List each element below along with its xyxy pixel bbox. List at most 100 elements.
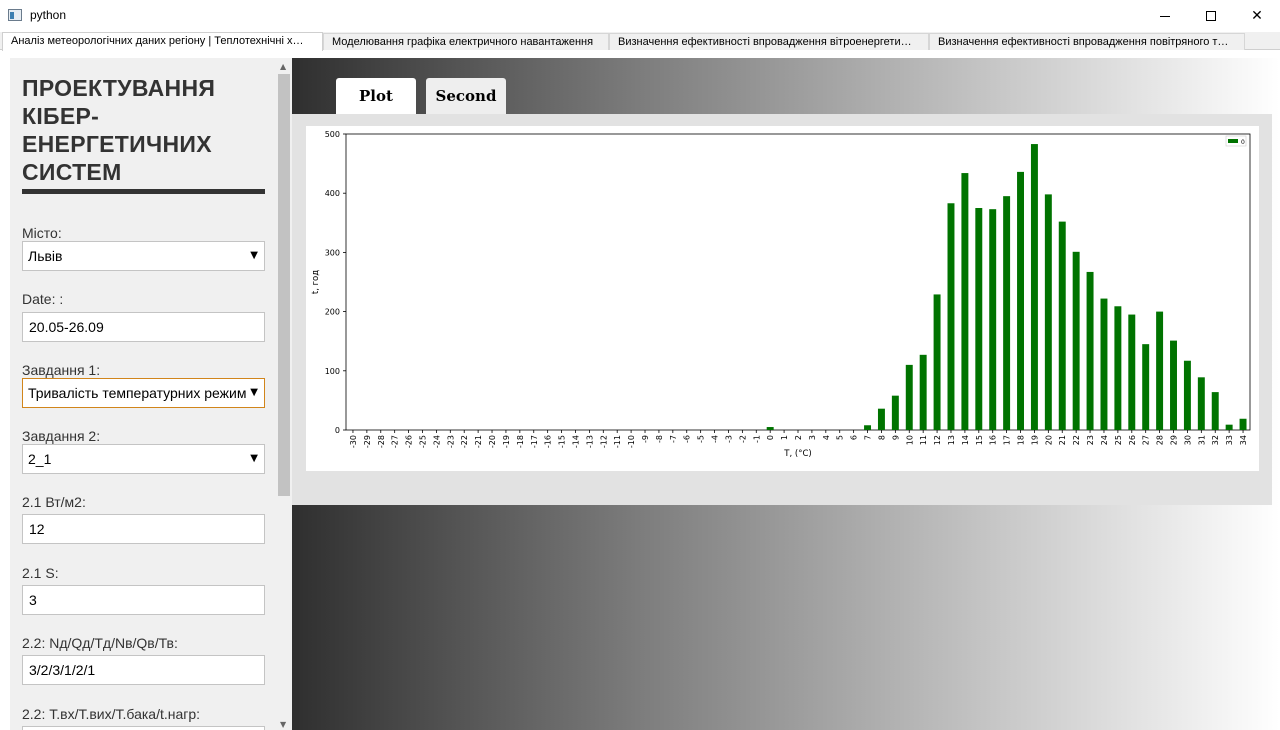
sidebar-form: ПРОЕКТУВАННЯ КІБЕР- ЕНЕРГЕТИЧНИХ СИСТЕМ …: [10, 58, 276, 730]
bar: [1086, 271, 1094, 430]
title-divider: [22, 189, 265, 194]
city-select-value: Львів: [28, 248, 63, 264]
x-tick-label: 29: [1170, 435, 1179, 445]
bar: [947, 203, 955, 430]
minimize-button[interactable]: [1142, 0, 1188, 32]
x-tick-label: 20: [1044, 435, 1053, 445]
y-tick-label: 500: [325, 130, 340, 139]
scroll-up-icon[interactable]: ▲: [280, 62, 287, 71]
date-input[interactable]: 20.05-26.09: [22, 312, 265, 342]
x-tick-label: 9: [891, 435, 900, 440]
scroll-thumb[interactable]: [278, 74, 290, 496]
x-tick-label: -2: [738, 435, 747, 443]
bar: [961, 173, 969, 430]
x-tick-label: -17: [530, 435, 539, 448]
task1-select[interactable]: Тривалість температурних режим ▼: [22, 378, 265, 408]
close-button[interactable]: ✕: [1234, 0, 1280, 32]
tab-air-heat-pump[interactable]: Визначення ефективності впровадження пов…: [929, 33, 1245, 50]
bar: [975, 208, 983, 430]
task1-label: Завдання 1:: [22, 362, 101, 378]
sidebar-title-line: КІБЕР-: [22, 103, 100, 129]
power-density-label: 2.1 Вт/м2:: [22, 494, 86, 510]
bar: [1183, 360, 1191, 430]
x-tick-label: 18: [1017, 435, 1026, 445]
x-tick-label: -27: [391, 435, 400, 448]
area-label: 2.1 S:: [22, 565, 59, 581]
x-tick-label: -28: [377, 435, 386, 448]
bar: [1225, 424, 1233, 430]
sidebar: ПРОЕКТУВАННЯ КІБЕР- ЕНЕРГЕТИЧНИХ СИСТЕМ …: [10, 58, 292, 730]
params-22-input[interactable]: 3/2/3/1/2/1: [22, 655, 265, 685]
sidebar-title-line: ПРОЕКТУВАННЯ: [22, 75, 216, 101]
bar: [877, 408, 885, 430]
tab-meteo-analysis[interactable]: Аналіз метеорологічних даних регіону | Т…: [2, 32, 323, 51]
sidebar-scrollbar[interactable]: ▲ ▼: [276, 58, 292, 730]
y-tick-label: 0: [335, 426, 340, 435]
bar: [1017, 171, 1024, 430]
tab-load-modeling[interactable]: Моделювання графіка електричного наванта…: [323, 33, 609, 50]
bar: [1197, 377, 1205, 430]
y-tick-label: 200: [325, 308, 340, 317]
bar: [919, 354, 927, 430]
x-tick-label: 16: [989, 435, 998, 445]
minimize-icon: [1160, 15, 1170, 17]
scroll-down-icon[interactable]: ▼: [280, 720, 287, 729]
power-density-input[interactable]: 12: [22, 514, 265, 544]
chevron-down-icon: ▼: [250, 453, 258, 464]
x-tick-label: -24: [432, 435, 441, 448]
task1-select-value: Тривалість температурних режим: [28, 385, 247, 401]
x-tick-label: 6: [850, 435, 859, 440]
x-tick-label: -16: [544, 435, 553, 448]
x-tick-label: 24: [1100, 435, 1109, 445]
bar: [1003, 196, 1011, 430]
maximize-button[interactable]: [1188, 0, 1234, 32]
task2-select[interactable]: 2_1 ▼: [22, 444, 265, 474]
main-tabbar: Аналіз метеорологічних даних регіону | Т…: [0, 32, 1280, 51]
area-input[interactable]: 3: [22, 585, 265, 615]
x-tick-label: 17: [1003, 435, 1012, 445]
x-tick-label: 25: [1114, 435, 1123, 445]
bar: [989, 209, 997, 430]
tab-second[interactable]: Second: [426, 78, 506, 114]
x-tick-label: -11: [613, 435, 622, 448]
x-tick-label: 14: [961, 435, 970, 445]
x-tick-label: -20: [488, 435, 497, 448]
legend-swatch: [1228, 139, 1238, 143]
x-tick-label: -1: [752, 435, 761, 443]
x-tick-label: -8: [655, 435, 664, 443]
bar: [1058, 221, 1066, 430]
x-tick-label: 23: [1086, 435, 1095, 445]
bar: [1211, 392, 1219, 430]
bar: [1239, 418, 1247, 430]
bar: [933, 294, 941, 430]
x-tick-label: -19: [502, 435, 511, 448]
main-area: Plot Second 0 100 200 300 400 500 -30 -29 -28 -27…: [292, 58, 1280, 730]
chevron-down-icon: ▼: [250, 387, 258, 398]
x-tick-label: 32: [1211, 435, 1220, 445]
x-tick-label: -12: [599, 435, 608, 448]
window-titlebar: python ✕: [0, 0, 1280, 32]
sidebar-title-line: СИСТЕМ: [22, 159, 122, 185]
x-tick-label: -4: [711, 435, 720, 443]
x-tick-label: -15: [558, 435, 567, 448]
x-tick-label: 0: [766, 435, 775, 440]
y-tick-label: 400: [325, 189, 340, 198]
x-tick-label: 4: [822, 435, 831, 440]
x-tick-label: -29: [363, 435, 372, 448]
x-tick-label: -30: [349, 435, 358, 448]
date-label: Date: :: [22, 291, 64, 307]
temps-22-input[interactable]: [22, 726, 265, 730]
tab-wind-energy[interactable]: Визначення ефективності впровадження віт…: [609, 33, 929, 50]
tab-plot[interactable]: Plot: [336, 78, 416, 114]
city-select[interactable]: Львів ▼: [22, 241, 265, 271]
x-tick-label: -22: [460, 435, 469, 448]
plot-panel: 0 100 200 300 400 500 -30 -29 -28 -27 -26 -25 -24 -23…: [292, 114, 1272, 505]
bar: [891, 395, 899, 430]
x-tick-label: -26: [405, 435, 414, 448]
x-tick-label: 21: [1058, 435, 1067, 445]
bar: [864, 425, 872, 430]
x-tick-label: 19: [1030, 435, 1039, 445]
bar: [1128, 314, 1136, 430]
app-icon: [8, 9, 22, 21]
